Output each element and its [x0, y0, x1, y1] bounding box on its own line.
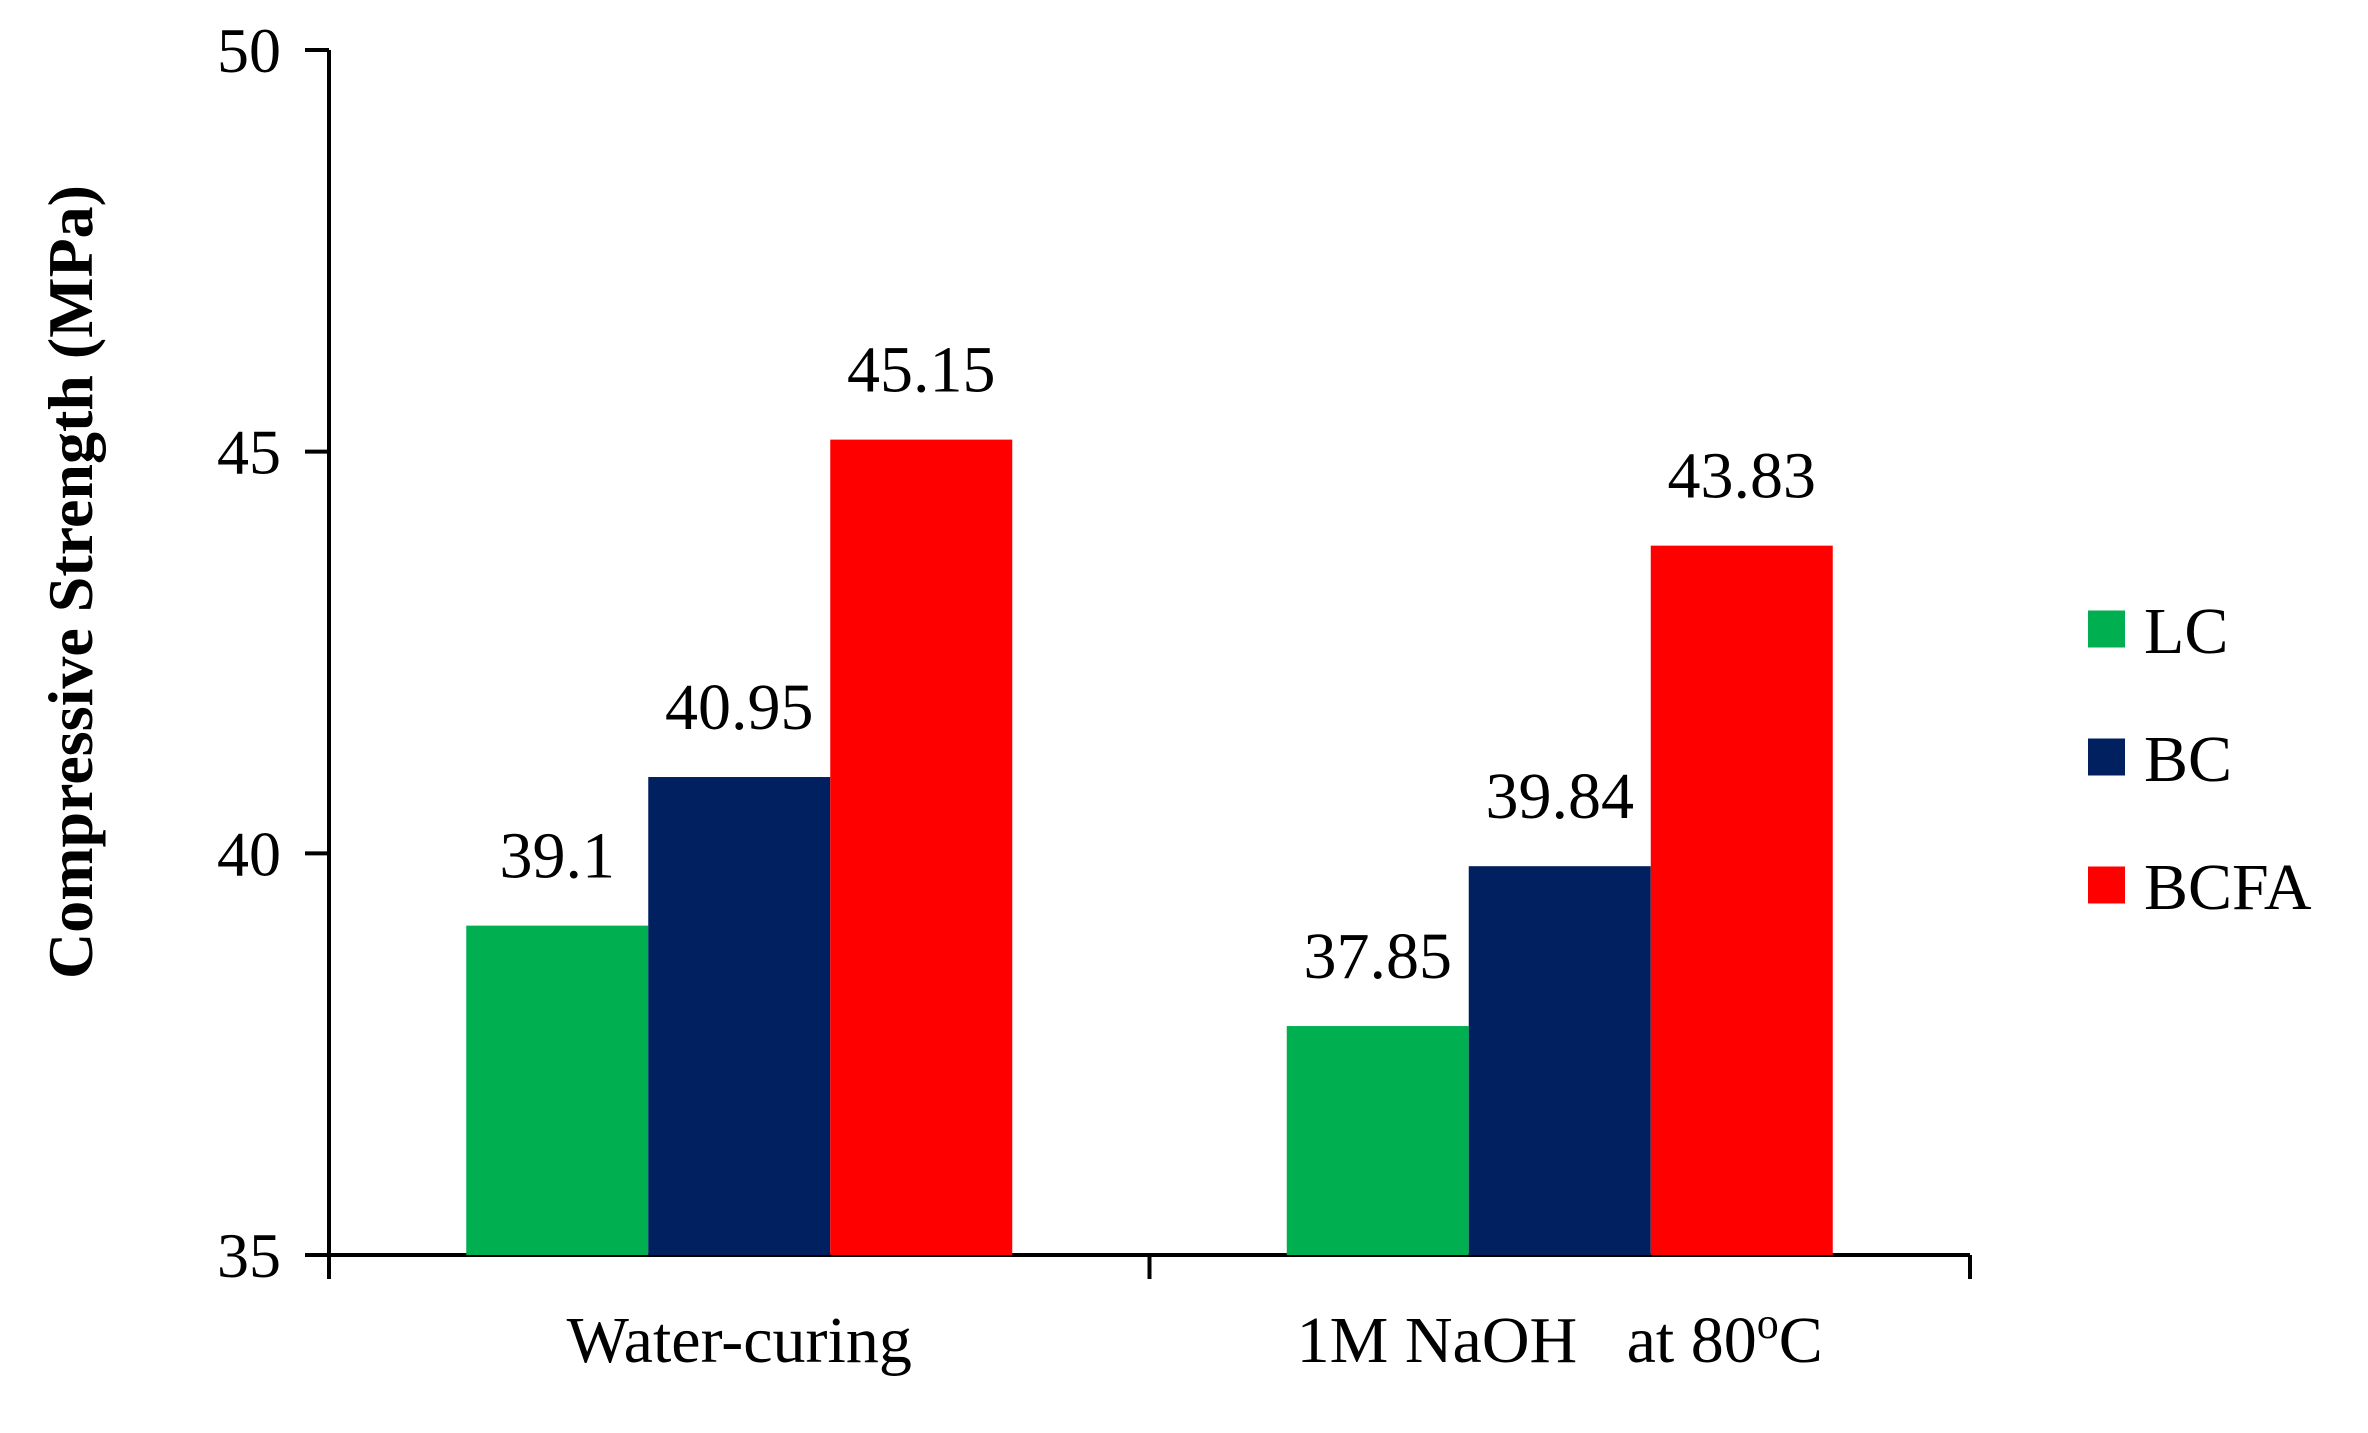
- y-axis-title: Compressive Strength (MPa): [35, 185, 106, 979]
- bar-bc-1: [1468, 866, 1651, 1255]
- y-tick-label-35: 35: [217, 1220, 281, 1291]
- bar-lc-0: [466, 925, 649, 1255]
- data-label-bc-0: 40.95: [665, 671, 814, 744]
- category-unit: C: [1779, 1304, 1823, 1377]
- x-category-label-1: 1M NaOH at 80oC: [1297, 1299, 1823, 1377]
- y-tick-label-40: 40: [217, 818, 281, 889]
- bar-bc-0: [648, 777, 831, 1255]
- degree-superscript: o: [1757, 1299, 1779, 1348]
- legend-label-bc: BC: [2144, 723, 2232, 796]
- y-tick-label-45: 45: [217, 417, 281, 488]
- legend-label-lc: LC: [2144, 595, 2228, 668]
- x-category-label-0: Water-curing: [567, 1304, 912, 1377]
- bar-bcfa-0: [830, 439, 1013, 1255]
- y-axis: 35 40 45 50: [217, 15, 331, 1291]
- data-label-bc-1: 39.84: [1486, 760, 1635, 833]
- legend-swatch-lc: [2088, 610, 2125, 648]
- data-label-bcfa-1: 43.83: [1668, 440, 1817, 513]
- data-label-lc-1: 37.85: [1304, 920, 1453, 993]
- data-label-lc-0: 39.1: [500, 820, 616, 893]
- legend-swatch-bc: [2088, 738, 2125, 776]
- bar-bcfa-1: [1650, 545, 1833, 1255]
- bar-lc-1: [1286, 1026, 1469, 1255]
- legend: LC BC BCFA: [2088, 595, 2312, 924]
- data-labels: 39.1 40.95 45.15 37.85 39.84 43.83: [500, 334, 1817, 993]
- legend-swatch-bcfa: [2088, 866, 2125, 904]
- legend-label-bcfa: BCFA: [2144, 851, 2312, 924]
- bars: [466, 439, 1833, 1255]
- y-tick-label-50: 50: [217, 15, 281, 86]
- x-axis: Water-curing 1M NaOH at 80oC: [327, 1253, 1972, 1377]
- data-label-bcfa-0: 45.15: [847, 334, 996, 407]
